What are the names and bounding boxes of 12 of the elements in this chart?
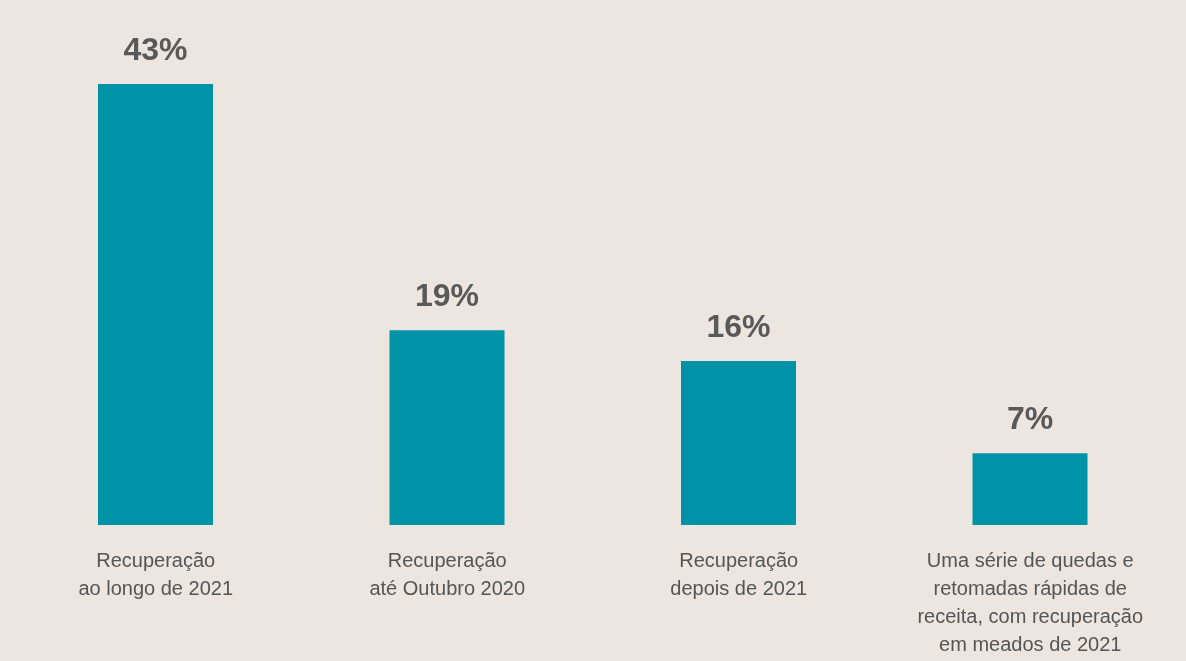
bar bbox=[98, 84, 213, 525]
x-tick-label: Recuperação até Outubro 2020 bbox=[369, 549, 526, 599]
data-label: 16% bbox=[706, 307, 771, 344]
bar bbox=[681, 360, 796, 525]
bar bbox=[389, 330, 505, 525]
data-label: 19% bbox=[414, 277, 480, 314]
x-tick-label: Uma série de quedas e retomadas rápidas de receita, com recuperação em meados de 2021 bbox=[917, 549, 1144, 655]
bar bbox=[972, 453, 1088, 525]
x-tick-label: Recuperação ao longo de 2021 bbox=[78, 549, 234, 599]
data-label: 7% bbox=[1006, 400, 1054, 437]
data-label: 43% bbox=[123, 31, 188, 67]
x-tick-label: Recuperação depois de 2021 bbox=[670, 549, 808, 599]
